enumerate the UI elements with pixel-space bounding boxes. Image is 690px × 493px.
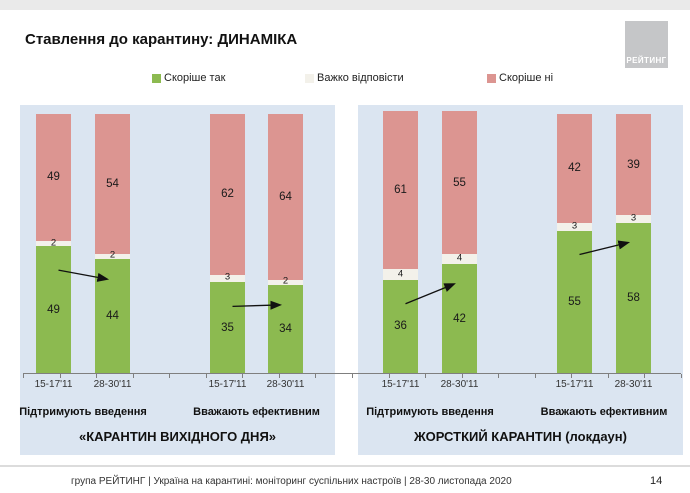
bar-segment-no [383, 111, 418, 270]
x-axis-date-label: 15-17'11 [208, 379, 247, 390]
rating-group-logo: РЕЙТИНГ [625, 21, 668, 68]
rating-group-logo-label: РЕЙТИНГ [626, 56, 667, 65]
bar-value-no: 64 [279, 190, 292, 203]
x-axis-tick [644, 374, 646, 378]
bar-value-yes: 42 [453, 312, 466, 325]
bar-value-no: 39 [627, 158, 640, 171]
bar-segment-no [95, 114, 130, 254]
legend-label: Важко відповісти [317, 72, 404, 84]
x-axis-date-label: 15-17'11 [34, 379, 73, 390]
x-axis-tick [352, 374, 353, 378]
bar-value-hard: 2 [282, 275, 289, 287]
x-axis-tick [498, 374, 500, 378]
bar-value-yes: 55 [568, 295, 581, 308]
x-axis-tick [23, 374, 24, 378]
bar-value-no: 42 [568, 162, 581, 175]
page-number: 14 [650, 475, 663, 487]
x-axis-tick [534, 374, 536, 378]
group-label: Вважають ефективним [540, 406, 668, 418]
bar-value-no: 49 [47, 171, 60, 184]
bar-segment-yes [442, 264, 477, 373]
bar-value-hard: 2 [109, 249, 116, 261]
bar-segment-yes [210, 282, 245, 373]
x-axis-tick [59, 374, 61, 378]
bar-value-yes: 36 [394, 320, 407, 333]
bar-value-hard: 3 [630, 212, 637, 224]
bar-value-hard: 4 [397, 268, 404, 280]
group-label: Підтримують введення [366, 406, 494, 418]
bar-value-no: 62 [221, 188, 234, 201]
top-margin-band [0, 0, 690, 10]
x-axis-date-label: 28-30'11 [614, 379, 653, 390]
x-axis-tick [169, 374, 171, 378]
x-axis-date-label: 15-17'11 [555, 379, 594, 390]
bar-value-hard: 3 [571, 220, 578, 232]
bar-value-yes: 34 [279, 322, 292, 335]
bar-value-hard: 2 [50, 237, 57, 248]
bar-segment-no [210, 114, 245, 275]
bar-value-no: 54 [106, 177, 119, 190]
x-axis-tick [425, 374, 427, 378]
x-axis-date-label: 28-30'11 [93, 379, 132, 390]
x-axis-tick [278, 374, 280, 378]
legend-swatch-yes [152, 74, 161, 83]
x-axis-date-label: 15-17'11 [381, 379, 420, 390]
bar-segment-hard [95, 253, 130, 260]
bar-value-hard: 4 [456, 252, 463, 264]
bar-segment-hard [557, 222, 592, 231]
x-axis-tick [388, 374, 390, 378]
bar-segment-hard [616, 215, 651, 223]
bar-segment-hard [442, 253, 477, 265]
bar-segment-no [442, 111, 477, 254]
legend-label: Скоріше так [164, 72, 226, 84]
bar-segment-no [36, 114, 71, 241]
group-label: Підтримують введення [19, 406, 147, 418]
bar-segment-yes [268, 284, 303, 373]
bar-value-yes: 44 [106, 310, 119, 323]
bar-value-no: 61 [394, 184, 407, 197]
legend-swatch-hard [305, 74, 314, 83]
bar-segment-hard [383, 269, 418, 280]
bar-segment-no [268, 114, 303, 280]
x-axis-tick [571, 374, 573, 378]
x-axis-line [23, 373, 681, 374]
x-axis-tick [205, 374, 207, 378]
bar-segment-hard [36, 240, 71, 247]
bar-value-no: 55 [453, 176, 466, 189]
x-axis-date-label: 28-30'11 [440, 379, 479, 390]
x-axis-date-label: 28-30'11 [266, 379, 305, 390]
group-label: Вважають ефективним [193, 406, 320, 418]
page-title: Ставлення до карантину: ДИНАМІКА [25, 31, 298, 48]
panel-title: «КАРАНТИН ВИХІДНОГО ДНЯ» [78, 429, 277, 444]
bar-value-yes: 35 [221, 321, 234, 334]
bar-segment-hard [210, 274, 245, 283]
bar-segment-no [557, 114, 592, 223]
bar-value-yes: 49 [47, 303, 60, 316]
x-axis-tick [461, 374, 463, 378]
bar-value-yes: 58 [627, 291, 640, 304]
legend-label: Скоріше ні [499, 72, 554, 84]
bar-segment-yes [36, 246, 71, 373]
bar-value-hard: 3 [224, 271, 231, 283]
footer-source-text: група РЕЙТИНГ | Україна на карантині: мо… [71, 476, 512, 487]
bar-segment-hard [268, 279, 303, 285]
legend-swatch-no [487, 74, 496, 83]
x-axis-tick [315, 374, 317, 378]
x-axis-tick [132, 374, 134, 378]
bar-segment-no [616, 114, 651, 215]
panel-title: ЖОРСТКИЙ КАРАНТИН (локдаун) [414, 429, 627, 444]
x-axis-tick [242, 374, 244, 378]
x-axis-tick [607, 374, 609, 378]
footer-divider [0, 465, 690, 467]
x-axis-tick [681, 374, 682, 378]
x-axis-tick [96, 374, 98, 378]
